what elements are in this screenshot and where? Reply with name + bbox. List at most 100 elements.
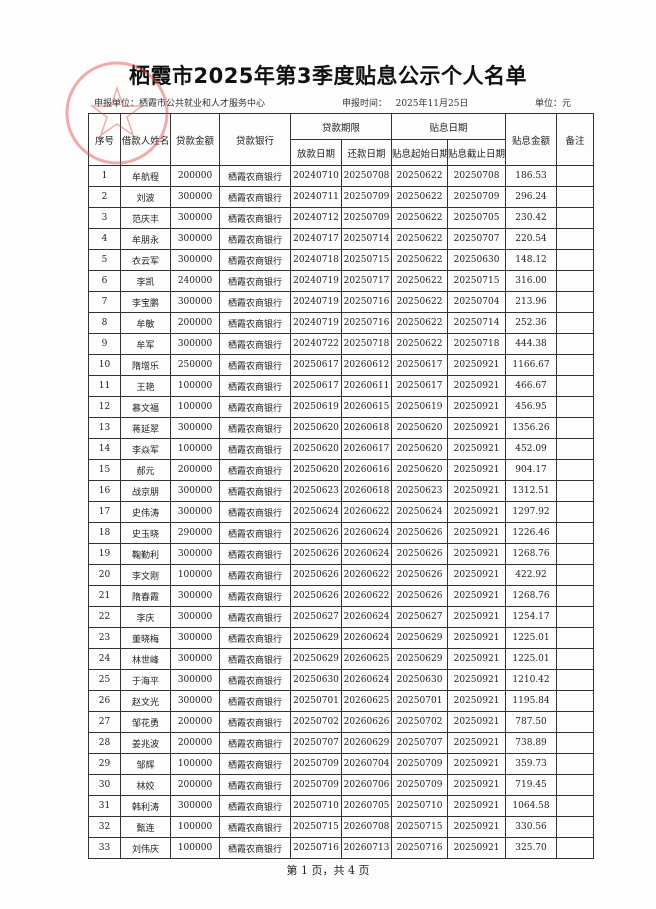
repay-date: 20260708 bbox=[340, 816, 393, 838]
remark bbox=[556, 312, 595, 334]
loan-bank: 栖霞农商银行 bbox=[219, 459, 291, 481]
table-row: 9 牟军 300000 栖霞农商银行 20240722 20250718 20250622 2… bbox=[88, 333, 595, 355]
loan-amount: 300000 bbox=[170, 249, 220, 271]
table-row: 15 郝元 200000 栖霞农商银行 20250620 20260616 20250620… bbox=[88, 459, 595, 481]
issue-date: 20250623 bbox=[290, 480, 342, 502]
subsidy-start: 20250620 bbox=[391, 438, 449, 460]
issue-date: 20250617 bbox=[290, 354, 342, 376]
loan-amount: 200000 bbox=[170, 312, 220, 334]
issue-date: 20240719 bbox=[290, 270, 342, 292]
borrower-name: 牟敏 bbox=[120, 312, 171, 334]
loan-bank: 栖霞农商银行 bbox=[219, 375, 291, 397]
repay-date: 20260624 bbox=[340, 627, 393, 649]
issue-date: 20250626 bbox=[290, 564, 342, 586]
loan-amount: 100000 bbox=[170, 753, 220, 775]
borrower-name: 牟军 bbox=[120, 333, 171, 355]
remark bbox=[556, 753, 595, 775]
subsidy-end: 20250921 bbox=[447, 543, 507, 565]
subsidy-amount: 1254.17 bbox=[505, 606, 558, 628]
borrower-name: 林世峰 bbox=[120, 648, 171, 670]
header-bank: 贷款银行 bbox=[219, 113, 291, 166]
repay-date: 20260622 bbox=[340, 585, 393, 607]
issue-date: 20250709 bbox=[290, 774, 342, 796]
subsidy-amount: 330.56 bbox=[505, 816, 558, 838]
remark bbox=[556, 522, 595, 544]
repay-date: 20260622 bbox=[340, 564, 393, 586]
remark bbox=[556, 774, 595, 796]
remark bbox=[556, 627, 595, 649]
subsidy-amount: 787.50 bbox=[505, 711, 558, 733]
subsidy-start: 20250623 bbox=[391, 480, 449, 502]
subsidy-amount: 296.24 bbox=[505, 186, 558, 208]
issue-date: 20240710 bbox=[290, 165, 342, 187]
repay-date: 20250714 bbox=[340, 228, 393, 250]
table-row: 13 蒋延翠 300000 栖霞农商银行 20250620 20260618 2025062… bbox=[88, 417, 595, 439]
subsidy-start: 20250626 bbox=[391, 585, 449, 607]
issue-date: 20250620 bbox=[290, 438, 342, 460]
header-subsidy-amount: 贴息金额 bbox=[505, 113, 558, 166]
row-no: 31 bbox=[88, 795, 121, 817]
subsidy-start: 20250622 bbox=[391, 291, 449, 313]
table-row: 23 董晓梅 300000 栖霞农商银行 20250629 20260624 2025062… bbox=[88, 627, 595, 649]
subsidy-end: 20250921 bbox=[447, 396, 507, 418]
borrower-name: 李焱军 bbox=[120, 438, 171, 460]
issue-date: 20250710 bbox=[290, 795, 342, 817]
remark bbox=[556, 690, 595, 712]
header-subsidy-start: 贴息起始日期 bbox=[391, 139, 449, 166]
subsidy-end: 20250718 bbox=[447, 333, 507, 355]
remark bbox=[556, 396, 595, 418]
loan-bank: 栖霞农商银行 bbox=[219, 585, 291, 607]
subsidy-start: 20250626 bbox=[391, 543, 449, 565]
loan-bank: 栖霞农商银行 bbox=[219, 837, 291, 859]
subsidy-amount: 359.73 bbox=[505, 753, 558, 775]
loan-bank: 栖霞农商银行 bbox=[219, 480, 291, 502]
issue-date: 20240718 bbox=[290, 249, 342, 271]
subsidy-end: 20250921 bbox=[447, 816, 507, 838]
loan-bank: 栖霞农商银行 bbox=[219, 312, 291, 334]
header-issue-date: 放款日期 bbox=[290, 139, 342, 166]
loan-bank: 栖霞农商银行 bbox=[219, 543, 291, 565]
remark bbox=[556, 417, 595, 439]
subsidy-start: 20250622 bbox=[391, 165, 449, 187]
row-no: 11 bbox=[88, 375, 121, 397]
subsidy-start: 20250627 bbox=[391, 606, 449, 628]
subsidy-start: 20250701 bbox=[391, 690, 449, 712]
subsidy-amount: 1195.84 bbox=[505, 690, 558, 712]
borrower-name: 林姣 bbox=[120, 774, 171, 796]
subsidy-end: 20250921 bbox=[447, 564, 507, 586]
subsidy-start: 20250622 bbox=[391, 312, 449, 334]
table-row: 26 赵文光 300000 栖霞农商银行 20250701 20260625 2025070… bbox=[88, 690, 595, 712]
table-row: 22 李庆 300000 栖霞农商银行 20250627 20260624 20250627… bbox=[88, 606, 595, 628]
borrower-name: 韩利涛 bbox=[120, 795, 171, 817]
row-no: 18 bbox=[88, 522, 121, 544]
row-no: 27 bbox=[88, 711, 121, 733]
borrower-name: 李庆 bbox=[120, 606, 171, 628]
subsidy-end: 20250921 bbox=[447, 795, 507, 817]
issue-date: 20250701 bbox=[290, 690, 342, 712]
remark bbox=[556, 459, 595, 481]
row-no: 25 bbox=[88, 669, 121, 691]
subsidy-amount: 1225.01 bbox=[505, 627, 558, 649]
borrower-name: 牟航程 bbox=[120, 165, 171, 187]
loan-amount: 300000 bbox=[170, 585, 220, 607]
remark bbox=[556, 501, 595, 523]
row-no: 20 bbox=[88, 564, 121, 586]
subsidy-amount: 213.96 bbox=[505, 291, 558, 313]
page-footer: 第 1 页，共 4 页 bbox=[286, 864, 370, 877]
row-no: 13 bbox=[88, 417, 121, 439]
table-row: 8 牟敏 200000 栖霞农商银行 20240719 20250716 20250622 2… bbox=[88, 312, 595, 334]
loan-bank: 栖霞农商银行 bbox=[219, 732, 291, 754]
loan-bank: 栖霞农商银行 bbox=[219, 564, 291, 586]
repay-date: 20260612 bbox=[340, 354, 393, 376]
subsidy-end: 20250921 bbox=[447, 711, 507, 733]
borrower-name: 李文刚 bbox=[120, 564, 171, 586]
table-row: 31 韩利涛 300000 栖霞农商银行 20250710 20260705 2025071… bbox=[88, 795, 595, 817]
loan-amount: 200000 bbox=[170, 711, 220, 733]
header-repay-date: 还款日期 bbox=[340, 139, 393, 166]
subsidy-end: 20250705 bbox=[447, 207, 507, 229]
subsidy-amount: 904.17 bbox=[505, 459, 558, 481]
loan-amount: 100000 bbox=[170, 564, 220, 586]
loan-amount: 300000 bbox=[170, 648, 220, 670]
loan-amount: 300000 bbox=[170, 690, 220, 712]
